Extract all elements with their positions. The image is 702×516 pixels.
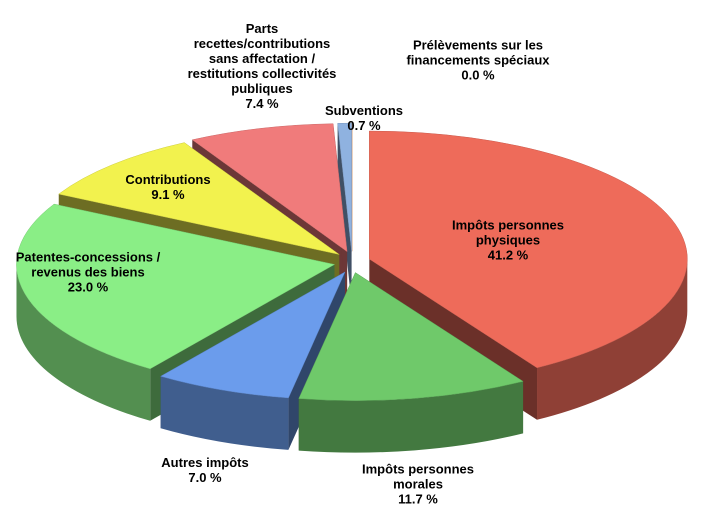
slice-label: Contributions 9.1 % xyxy=(103,172,233,202)
slice-wall xyxy=(16,264,151,421)
slice-label: Prélèvements sur les financements spécia… xyxy=(388,38,568,83)
slice-wall xyxy=(160,376,289,450)
slice-category: Impôts personnes physiques xyxy=(452,217,564,248)
slice-value: 23.0 % xyxy=(67,279,109,295)
slice xyxy=(298,272,524,453)
slice-category: Contributions xyxy=(125,172,211,187)
slice-value: 11.7 % xyxy=(398,491,438,507)
slice-value: 0.0 % xyxy=(461,67,495,83)
slice-wall xyxy=(298,381,524,453)
slice-value: 41.2 % xyxy=(487,247,529,263)
slice xyxy=(337,122,352,304)
slice-category: Patentes-concessions / revenus des biens xyxy=(15,249,161,280)
slice-label: Autres impôts 7.0 % xyxy=(135,455,275,485)
slice-category: Impôts personnes morales xyxy=(362,461,474,492)
slice-top xyxy=(369,130,688,369)
slice-category: Parts recettes/contributions sans affect… xyxy=(187,21,337,96)
slice-top xyxy=(337,122,352,252)
slice-value: 7.4 % xyxy=(245,96,279,111)
slice-label: Patentes-concessions / revenus des biens… xyxy=(3,250,173,295)
slice-top xyxy=(160,271,346,399)
slice-label: Parts recettes/contributions sans affect… xyxy=(182,21,342,111)
slice-category: Autres impôts xyxy=(161,455,249,470)
slice-value: 9.1 % xyxy=(151,187,185,202)
slice-label: Impôts personnes morales 11.7 % xyxy=(343,462,493,507)
slice-category: Subventions xyxy=(324,103,403,118)
slice-side xyxy=(337,123,352,304)
slice-label: Impôts personnes physiques 41.2 % xyxy=(423,218,593,263)
slice-value: 0.7 % xyxy=(347,118,381,133)
slice-top xyxy=(16,203,336,370)
slice-top xyxy=(58,142,340,255)
slice-wall xyxy=(537,259,688,420)
slice-top xyxy=(191,123,348,253)
slice-label: Subventions 0.7 % xyxy=(304,103,424,133)
slice-top xyxy=(298,272,524,401)
slice-value: 7.0 % xyxy=(188,470,222,485)
slice-category: Prélèvements sur les financements spécia… xyxy=(406,37,550,68)
